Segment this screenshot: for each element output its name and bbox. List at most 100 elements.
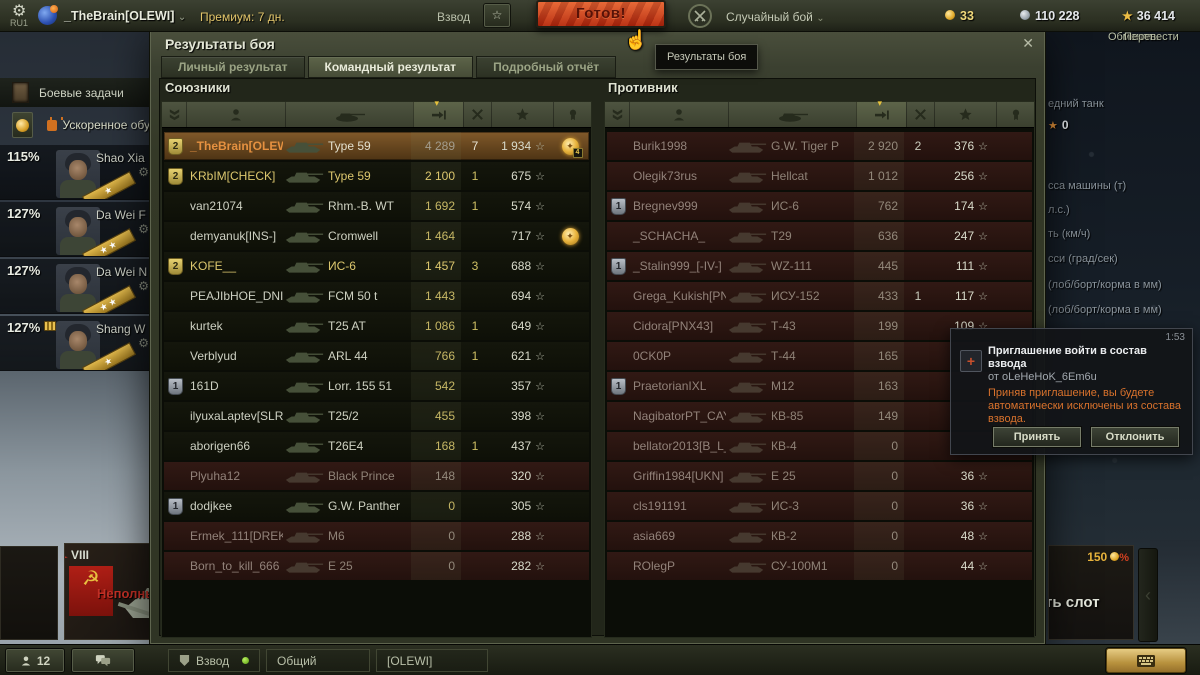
platoon-cell bbox=[607, 522, 631, 550]
player-row[interactable]: Ermek_111[DREK] M6 0 288 ☆ bbox=[164, 522, 589, 550]
player-row[interactable]: 1 PraetorianIXL M12 163 bbox=[607, 372, 1032, 400]
battle-medal-icon[interactable]: ✦ 4 bbox=[561, 137, 583, 158]
gear-icon[interactable]: ⚙ bbox=[138, 336, 149, 350]
online-contacts-button[interactable]: 12 bbox=[6, 649, 64, 672]
kills-column-icon[interactable] bbox=[906, 102, 934, 127]
gold-amount[interactable]: 33 bbox=[945, 9, 974, 23]
medals-column-icon[interactable] bbox=[996, 102, 1034, 127]
player-row[interactable]: Burik1998 G.W. Tiger P 2 920 2 376 ☆ bbox=[607, 132, 1032, 160]
medal-cell bbox=[994, 492, 1032, 520]
xp-star-icon: ☆ bbox=[535, 470, 545, 483]
ready-button[interactable]: Готов! bbox=[536, 0, 666, 28]
player-row[interactable]: 2 KOFE__ ИС-6 1 457 3 688 ☆ bbox=[164, 252, 589, 280]
tooltip: Результаты боя bbox=[655, 44, 759, 70]
player-row[interactable]: ilyuxaLaptev[SLRS] T25/2 455 398☆ bbox=[164, 402, 589, 430]
player-row[interactable]: _SCHACHA_ T29 636 247 ☆ bbox=[607, 222, 1032, 250]
vehicle-name: ARL 44 bbox=[328, 349, 368, 363]
vehicle-name: M12 bbox=[771, 379, 795, 393]
tab-team-result[interactable]: Командный результат bbox=[307, 56, 474, 78]
settings-gear-icon[interactable]: ⚙ bbox=[12, 3, 27, 20]
credits-amount[interactable]: 110 228 bbox=[1020, 9, 1080, 23]
player-row[interactable]: cls191191 ИС-3 0 36 ☆ bbox=[607, 492, 1032, 520]
player-row[interactable]: 1 161D Lorr. 155 51 542 357 ☆ bbox=[164, 372, 589, 400]
tab-personal-result[interactable]: Личный результат bbox=[161, 56, 305, 78]
player-row[interactable]: Born_to_kill_666 E 25 0 282 ☆ bbox=[164, 552, 589, 580]
player-row[interactable]: kurtek T25 AT 1 086 1 649 ☆ bbox=[164, 312, 589, 340]
player-row[interactable]: PEAJIbHOE_DNIWE FCM 50 t 1 443 694☆ bbox=[164, 282, 589, 310]
player-row[interactable]: Griffin1984[UKN] E 25 0 36 ☆ bbox=[607, 462, 1032, 490]
crew-member-card[interactable]: 115% Shao Xia ★ ⚙ bbox=[0, 145, 150, 200]
vehicle-cell: Т-43 bbox=[726, 312, 854, 340]
crew-member-card[interactable]: 127% Da Wei F ★★ ⚙ bbox=[0, 202, 150, 257]
convert-xp-link[interactable]: Перевести bbox=[1124, 31, 1179, 43]
carousel-scroll-arrow[interactable]: ‹ bbox=[1138, 548, 1158, 642]
server-label: RU1 bbox=[10, 18, 29, 28]
crew-member-card[interactable]: 127% Shang W ★ ⚙ bbox=[0, 316, 150, 371]
experience-column-icon[interactable] bbox=[491, 102, 553, 127]
player-row[interactable]: 1 dodjkee G.W. Panther 0 305 ☆ bbox=[164, 492, 589, 520]
player-column-icon[interactable] bbox=[629, 102, 728, 127]
player-row[interactable]: 2 _TheBrain[OLEWI] Type 59 4 289 7 1 934… bbox=[164, 132, 589, 160]
xp-star-icon: ☆ bbox=[978, 500, 988, 513]
kills-column-icon[interactable] bbox=[463, 102, 491, 127]
chat-channels-button[interactable] bbox=[72, 649, 134, 672]
chat-tab-common[interactable]: Общий bbox=[266, 649, 370, 672]
damage-value: 542 bbox=[411, 372, 461, 400]
chat-tab-clan[interactable]: [OLEWI] bbox=[376, 649, 488, 672]
player-row[interactable]: aborigen66 T26E4 168 1 437 ☆ bbox=[164, 432, 589, 460]
damage-column-icon[interactable] bbox=[856, 98, 906, 127]
incomplete-crew-warning: Неполный bbox=[97, 586, 165, 601]
experience-column-icon[interactable] bbox=[934, 102, 996, 127]
tab-detailed-report[interactable]: Подробный отчёт bbox=[476, 56, 617, 78]
crew-member-card[interactable]: 127% Da Wei N ★★ ⚙ bbox=[0, 259, 150, 314]
battle-missions-bar[interactable]: Боевые задачи bbox=[0, 78, 150, 107]
player-row[interactable]: van21074 Rhm.-B. WT 1 692 1 574 ☆ bbox=[164, 192, 589, 220]
player-row[interactable]: asia669 КВ-2 0 48 ☆ bbox=[607, 522, 1032, 550]
rank-column-icon[interactable] bbox=[605, 102, 629, 127]
invite-keyboard-button[interactable] bbox=[1106, 648, 1186, 673]
free-xp-amount[interactable]: ★ 36 414 bbox=[1122, 9, 1175, 23]
exchange-gold-link[interactable]: Обменять bbox=[1108, 31, 1160, 43]
accelerated-training-bar[interactable]: Ускоренное обу bbox=[0, 109, 150, 141]
damage-column-icon[interactable] bbox=[413, 98, 463, 127]
player-row[interactable]: 2 KRbIM[CHECK] Type 59 2 100 1 675 ☆ bbox=[164, 162, 589, 190]
awards-button[interactable] bbox=[12, 112, 33, 138]
platoon-cell bbox=[607, 402, 631, 430]
medals-column-icon[interactable] bbox=[553, 102, 591, 127]
player-name: Grega_Kukish[PNZTB] bbox=[633, 289, 726, 303]
chat-tab-platoon[interactable]: Взвод bbox=[168, 649, 260, 672]
xp-value: 1 934 ☆ bbox=[501, 139, 545, 153]
battle-type-select[interactable]: Случайный бой ⌄ bbox=[726, 10, 825, 24]
player-name: _Stalin999_[-IV-] bbox=[633, 259, 722, 273]
decline-button[interactable]: Отклонить bbox=[1091, 427, 1179, 447]
player-row[interactable]: 1 _Stalin999_[-IV-] WZ-111 445 111 ☆ bbox=[607, 252, 1032, 280]
medal-icon bbox=[15, 118, 29, 132]
gear-icon[interactable]: ⚙ bbox=[138, 279, 149, 293]
vehicle-cell: Cromwell bbox=[283, 222, 411, 250]
player-row[interactable]: Grega_Kukish[PNZTB] ИСУ-152 433 1 117☆ bbox=[607, 282, 1032, 310]
tank-slot-partial[interactable] bbox=[0, 546, 58, 640]
player-row[interactable]: Plyuha12 Black Prince 148 320 ☆ bbox=[164, 462, 589, 490]
close-icon[interactable]: ✕ bbox=[1022, 35, 1034, 51]
player-row[interactable]: 1 Bregnev999 ИС-6 762 174 ☆ bbox=[607, 192, 1032, 220]
vehicle-column-icon[interactable] bbox=[285, 102, 413, 127]
rank-column-icon[interactable] bbox=[162, 102, 186, 127]
gear-icon[interactable]: ⚙ bbox=[138, 165, 149, 179]
player-row[interactable]: Verblyud ARL 44 766 1 621 ☆ bbox=[164, 342, 589, 370]
player-row[interactable]: ROlegP СУ-100М1 0 44 ☆ bbox=[607, 552, 1032, 580]
player-name: demyanuk[INS-] bbox=[190, 229, 277, 243]
buy-slot-card[interactable]: 150% ть слот bbox=[1048, 545, 1134, 640]
battle-medal-icon[interactable]: ✦ bbox=[561, 227, 579, 245]
platoon-star-button[interactable]: ☆ bbox=[484, 4, 510, 27]
gear-icon[interactable]: ⚙ bbox=[138, 222, 149, 236]
battle-type-icon[interactable] bbox=[688, 4, 712, 28]
accept-button[interactable]: Принять bbox=[993, 427, 1081, 447]
player-row[interactable]: demyanuk[INS-] Cromwell 1 464 717 ☆ ✦ bbox=[164, 222, 589, 250]
player-column-icon[interactable] bbox=[186, 102, 285, 127]
xp-star-icon: ☆ bbox=[978, 290, 988, 303]
vehicle-cell: Т-44 bbox=[726, 342, 854, 370]
kills-value bbox=[461, 492, 489, 520]
vehicle-column-icon[interactable] bbox=[728, 102, 856, 127]
player-account-name[interactable]: _TheBrain[OLEWI] ⌄ bbox=[64, 9, 187, 23]
player-row[interactable]: Olegik73rus Hellcat 1 012 256 ☆ bbox=[607, 162, 1032, 190]
